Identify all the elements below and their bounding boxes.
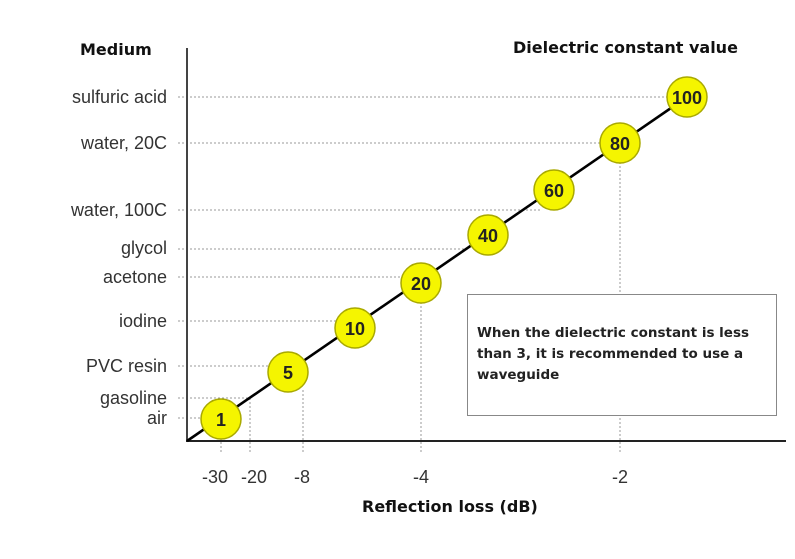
y-tick-sulfuric-acid: sulfuric acid bbox=[71, 87, 167, 107]
marker-80 bbox=[599, 122, 641, 164]
y-tick-iodine: iodine bbox=[118, 311, 167, 331]
marker-1 bbox=[200, 398, 242, 440]
value-title: Dielectric constant value bbox=[513, 38, 738, 57]
marker-label-20: 20 bbox=[411, 274, 431, 294]
marker-label-40: 40 bbox=[478, 226, 498, 246]
waveguide-note-box: When the dielectric constant is less tha… bbox=[467, 294, 777, 416]
marker-label-10: 10 bbox=[345, 319, 365, 339]
horizontal-grid-lines bbox=[178, 96, 668, 419]
y-tick-water-100c: water, 100C bbox=[70, 200, 167, 220]
y-tick-glycol: glycol bbox=[120, 238, 167, 258]
y-axis-title: Medium bbox=[80, 40, 152, 59]
y-tick-air: air bbox=[146, 408, 167, 428]
marker-5 bbox=[267, 351, 309, 393]
marker-20 bbox=[400, 262, 442, 304]
marker-10 bbox=[334, 307, 376, 349]
marker-60 bbox=[533, 169, 575, 211]
y-tick-water-20c: water, 20C bbox=[80, 133, 167, 153]
x-tick-minus20: -20 bbox=[240, 467, 268, 487]
x-axis-title: Reflection loss (dB) bbox=[362, 497, 538, 516]
y-tick-gasoline: gasoline bbox=[99, 388, 167, 408]
x-tick-minus2: -2 bbox=[611, 467, 629, 487]
y-tick-acetone: acetone bbox=[102, 267, 167, 287]
marker-label-5: 5 bbox=[283, 363, 293, 383]
marker-label-80: 80 bbox=[610, 134, 630, 154]
markers bbox=[200, 76, 708, 440]
marker-100 bbox=[666, 76, 708, 118]
marker-label-60: 60 bbox=[544, 181, 564, 201]
marker-label-1: 1 bbox=[216, 410, 226, 430]
marker-label-100: 100 bbox=[672, 88, 702, 108]
x-tick-minus30: -30 bbox=[201, 467, 229, 487]
x-tick-minus4: -4 bbox=[412, 467, 430, 487]
x-tick-minus8: -8 bbox=[293, 467, 311, 487]
y-tick-pvc-resin: PVC resin bbox=[85, 356, 167, 376]
marker-40 bbox=[467, 214, 509, 256]
waveguide-note-text: When the dielectric constant is less tha… bbox=[477, 325, 750, 383]
marker-labels: 1 5 10 20 40 60 80 100 bbox=[216, 88, 702, 430]
